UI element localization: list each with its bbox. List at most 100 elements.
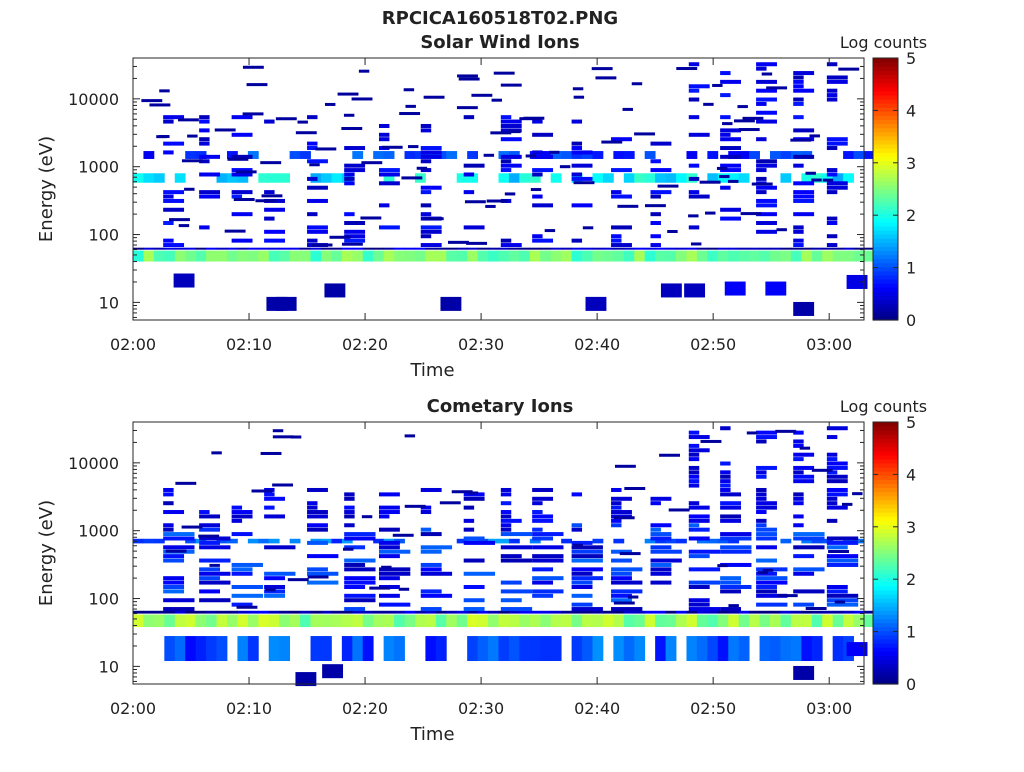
cell-burst xyxy=(826,62,838,67)
cell-scatter xyxy=(343,547,354,551)
cell-edge-line xyxy=(268,247,280,250)
cell-burst xyxy=(688,115,700,120)
cell-burst xyxy=(231,562,263,567)
cell-burst xyxy=(264,190,275,195)
cell-edge-line xyxy=(425,610,437,614)
colorbar-segment xyxy=(873,667,898,673)
cell-edge-line xyxy=(822,610,834,614)
cell-burst xyxy=(231,168,253,173)
cell-main-ion-band xyxy=(843,250,854,262)
cell-burst xyxy=(532,567,554,572)
cell-burst xyxy=(344,234,366,239)
cell-scatter xyxy=(272,435,294,439)
cell-burst xyxy=(756,229,777,234)
cell-edge-line xyxy=(341,247,353,250)
cell-burst xyxy=(420,545,453,550)
cell-scatter xyxy=(236,605,258,609)
cell-scatter xyxy=(659,453,680,457)
colorbar-segment xyxy=(873,503,898,509)
cell-edge-line xyxy=(853,610,865,614)
cell-edge-line xyxy=(676,610,687,614)
cell-burst xyxy=(163,589,185,594)
x-axis-label: Time xyxy=(409,360,454,381)
colorbar-segment xyxy=(873,659,898,665)
cell-main-ion-band xyxy=(665,250,677,262)
cell-burst xyxy=(826,168,838,173)
cell-scatter xyxy=(667,229,678,233)
cell-shoulder-band xyxy=(185,151,197,159)
colorbar-segment xyxy=(873,598,898,603)
cell-burst xyxy=(571,580,593,585)
cell-low-energy-band xyxy=(717,636,729,662)
cell-shoulder-band xyxy=(749,151,760,159)
cell-burst xyxy=(756,435,777,440)
cell-burst xyxy=(231,518,243,523)
cell-burst xyxy=(307,146,318,151)
cell-main-ion-band xyxy=(446,614,458,628)
cell-edge-line xyxy=(206,247,217,250)
cell-main-ion-band xyxy=(801,250,813,262)
cell-shoulder-band xyxy=(143,151,155,159)
cell-burst xyxy=(378,571,411,576)
cell-low-energy-band xyxy=(268,636,280,662)
cell-main-ion-band xyxy=(268,614,280,628)
cell-upper-ion-band xyxy=(623,173,635,183)
cell-scatter xyxy=(456,106,478,110)
cell-burst xyxy=(756,536,777,541)
cell-burst xyxy=(264,229,286,234)
cell-edge-line xyxy=(623,610,635,614)
cell-main-ion-band xyxy=(592,614,604,628)
cell-burst xyxy=(264,514,286,519)
cell-burst xyxy=(344,562,366,567)
colorbar-segment xyxy=(873,238,898,243)
cell-burst xyxy=(826,172,838,177)
cell-burst xyxy=(532,576,564,581)
cell-edge-line xyxy=(770,247,781,250)
x-tick-label: 02:50 xyxy=(690,699,736,718)
cell-upper-ion-band xyxy=(655,173,666,183)
cell-burst xyxy=(163,141,185,146)
cell-burst xyxy=(163,115,185,120)
cell-burst xyxy=(199,598,231,603)
cell-burst xyxy=(826,457,838,462)
cell-scatter xyxy=(500,83,522,87)
cell-main-ion-band xyxy=(561,614,572,628)
cell-main-ion-band xyxy=(676,250,687,262)
cell-burst xyxy=(163,194,174,199)
cell-upper-line xyxy=(247,538,259,544)
cell-burst xyxy=(532,501,543,506)
cell-main-ion-band xyxy=(822,614,834,628)
cell-burst xyxy=(826,479,848,484)
cell-edge-line xyxy=(352,610,364,614)
cell-edge-line xyxy=(488,610,499,614)
cell-burst xyxy=(571,567,603,572)
cell-main-ion-band xyxy=(456,250,468,262)
cell-edge-line xyxy=(456,610,468,614)
cell-main-ion-band xyxy=(864,614,875,628)
cell-burst xyxy=(720,470,731,475)
cell-low-energy-band xyxy=(623,636,635,662)
cell-low-energy-band xyxy=(467,636,479,662)
cell-low-energy-band xyxy=(759,636,771,662)
cell-burst xyxy=(264,492,275,497)
cell-shoulder-band xyxy=(300,151,311,159)
cell-burst xyxy=(344,176,355,181)
cell-burst xyxy=(378,593,400,598)
cell-edge-line xyxy=(362,247,374,250)
colorbar-segment xyxy=(873,119,898,125)
cell-scatter xyxy=(634,132,655,136)
cell-scatter xyxy=(766,86,788,90)
cell-burst xyxy=(826,190,838,195)
cell-scatter xyxy=(260,451,282,455)
colorbar-segment xyxy=(873,626,898,632)
cell-scatter xyxy=(627,595,639,599)
cell-edge-line xyxy=(540,610,552,614)
cell-edge-line xyxy=(561,247,572,250)
colorbar-tick-label: 4 xyxy=(906,465,916,484)
cell-burst xyxy=(688,514,710,519)
cell-burst xyxy=(264,571,296,576)
cell-burst xyxy=(793,496,804,501)
cell-burst xyxy=(793,88,815,93)
cell-edge-line xyxy=(310,247,322,250)
cell-scatter xyxy=(619,552,641,556)
